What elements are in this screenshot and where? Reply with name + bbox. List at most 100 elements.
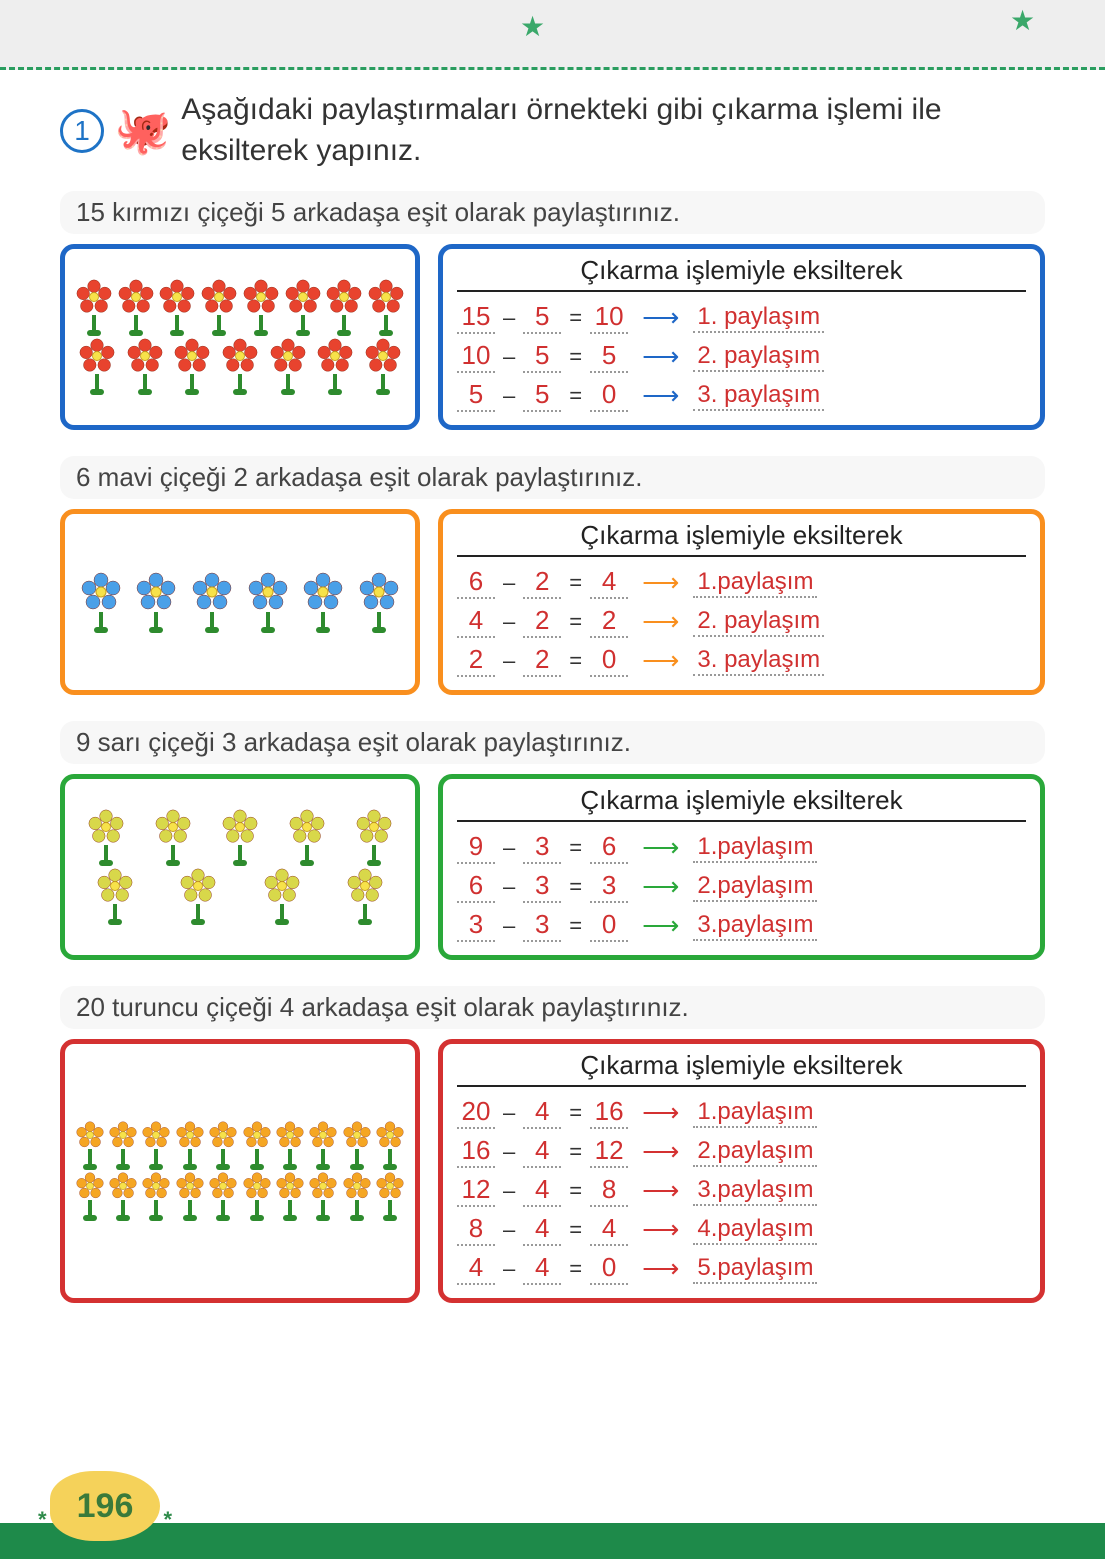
flower-icon <box>97 868 133 925</box>
calc-r: 5 <box>590 340 628 373</box>
task-label: 15 kırmızı çiçeği 5 arkadaşa eşit olarak… <box>60 191 1045 234</box>
calc-box: Çıkarma işlemiyle eksilterek9–3=6⟶1.payl… <box>438 774 1045 960</box>
flower-icon <box>201 279 237 336</box>
calc-r: 8 <box>590 1174 628 1207</box>
flower-icon <box>109 1172 137 1221</box>
task-label: 20 turuncu çiçeği 4 arkadaşa eşit olarak… <box>60 986 1045 1029</box>
calc-b: 4 <box>523 1096 561 1129</box>
equals-icon: = <box>567 1100 584 1126</box>
calc-a: 12 <box>457 1174 495 1207</box>
intro-block: 1 🐙 Aşağıdaki paylaştırmaları örnekteki … <box>60 90 1045 171</box>
flower-icon <box>243 279 279 336</box>
calc-r: 0 <box>590 909 628 942</box>
arrow-icon: ⟶ <box>642 871 679 902</box>
share-label: 2.paylaşım <box>693 872 817 902</box>
task-label: 6 mavi çiçeği 2 arkadaşa eşit olarak pay… <box>60 456 1045 499</box>
minus-icon: – <box>501 305 517 331</box>
flower-box <box>60 1039 420 1303</box>
calc-a: 5 <box>457 379 495 412</box>
arrow-icon: ⟶ <box>642 341 679 372</box>
flower-icon <box>243 1172 271 1221</box>
calc-b: 2 <box>523 605 561 638</box>
flower-icon <box>79 338 115 395</box>
share-label: 2.paylaşım <box>693 1137 817 1167</box>
share-label: 4.paylaşım <box>693 1215 817 1245</box>
calc-r: 0 <box>590 379 628 412</box>
flower-icon <box>359 572 399 633</box>
calc-b: 3 <box>523 831 561 864</box>
share-label: 1.paylaşım <box>693 1098 817 1128</box>
minus-icon: – <box>501 1217 517 1243</box>
calc-row: 4–4=0⟶5.paylaşım <box>457 1252 1026 1285</box>
flower-icon <box>264 868 300 925</box>
share-label: 1.paylaşım <box>693 568 817 598</box>
flower-icon <box>222 809 258 866</box>
calc-r: 3 <box>590 870 628 903</box>
calc-a: 2 <box>457 644 495 677</box>
calc-r: 16 <box>590 1096 628 1129</box>
equals-icon: = <box>567 835 584 861</box>
calc-a: 8 <box>457 1213 495 1246</box>
star-icon: ★ <box>1010 4 1035 37</box>
share-label: 3. paylaşım <box>693 646 824 676</box>
flower-icon <box>142 1121 170 1170</box>
calc-r: 4 <box>590 1213 628 1246</box>
calc-a: 6 <box>457 566 495 599</box>
calc-b: 4 <box>523 1174 561 1207</box>
calc-b: 5 <box>523 340 561 373</box>
calc-row: 20–4=16⟶1.paylaşım <box>457 1096 1026 1129</box>
flower-icon <box>76 1172 104 1221</box>
calc-r: 12 <box>590 1135 628 1168</box>
minus-icon: – <box>501 344 517 370</box>
flower-icon <box>118 279 154 336</box>
calc-title: Çıkarma işlemiyle eksilterek <box>457 785 1026 822</box>
minus-icon: – <box>501 570 517 596</box>
calc-r: 2 <box>590 605 628 638</box>
calc-b: 3 <box>523 909 561 942</box>
intro-text: Aşağıdaki paylaştırmaları örnekteki gibi… <box>181 90 1045 171</box>
flower-icon <box>289 809 325 866</box>
equals-icon: = <box>567 874 584 900</box>
arrow-icon: ⟶ <box>642 1253 679 1284</box>
arrow-icon: ⟶ <box>642 910 679 941</box>
arrow-icon: ⟶ <box>642 1175 679 1206</box>
flower-icon <box>209 1172 237 1221</box>
octopus-icon: 🐙 <box>114 103 171 158</box>
share-label: 1.paylaşım <box>693 833 817 863</box>
equals-icon: = <box>567 1256 584 1282</box>
flower-icon <box>376 1121 404 1170</box>
calc-b: 5 <box>523 301 561 334</box>
calc-a: 15 <box>457 301 495 334</box>
flower-icon <box>347 868 383 925</box>
flower-icon <box>109 1121 137 1170</box>
calc-b: 2 <box>523 644 561 677</box>
equals-icon: = <box>567 648 584 674</box>
calc-a: 4 <box>457 1252 495 1285</box>
share-label: 3.paylaşım <box>693 911 817 941</box>
minus-icon: – <box>501 1178 517 1204</box>
flower-icon <box>209 1121 237 1170</box>
calc-box: Çıkarma işlemiyle eksilterek6–2=4⟶1.payl… <box>438 509 1045 695</box>
flower-box <box>60 244 420 430</box>
flower-icon <box>376 1172 404 1221</box>
flower-icon <box>88 809 124 866</box>
equals-icon: = <box>567 570 584 596</box>
calc-r: 0 <box>590 1252 628 1285</box>
flower-icon <box>142 1172 170 1221</box>
flower-icon <box>76 279 112 336</box>
calc-row: 3–3=0⟶3.paylaşım <box>457 909 1026 942</box>
calc-title: Çıkarma işlemiyle eksilterek <box>457 520 1026 557</box>
minus-icon: – <box>501 1100 517 1126</box>
calc-row: 5–5=0⟶3. paylaşım <box>457 379 1026 412</box>
calc-row: 2–2=0⟶3. paylaşım <box>457 644 1026 677</box>
calc-row: 12–4=8⟶3.paylaşım <box>457 1174 1026 1207</box>
equals-icon: = <box>567 913 584 939</box>
share-label: 5.paylaşım <box>693 1254 817 1284</box>
calc-b: 2 <box>523 566 561 599</box>
calc-row: 16–4=12⟶2.paylaşım <box>457 1135 1026 1168</box>
arrow-icon: ⟶ <box>642 1214 679 1245</box>
flower-icon <box>356 809 392 866</box>
flower-icon <box>343 1121 371 1170</box>
task-label: 9 sarı çiçeği 3 arkadaşa eşit olarak pay… <box>60 721 1045 764</box>
flower-icon <box>365 338 401 395</box>
